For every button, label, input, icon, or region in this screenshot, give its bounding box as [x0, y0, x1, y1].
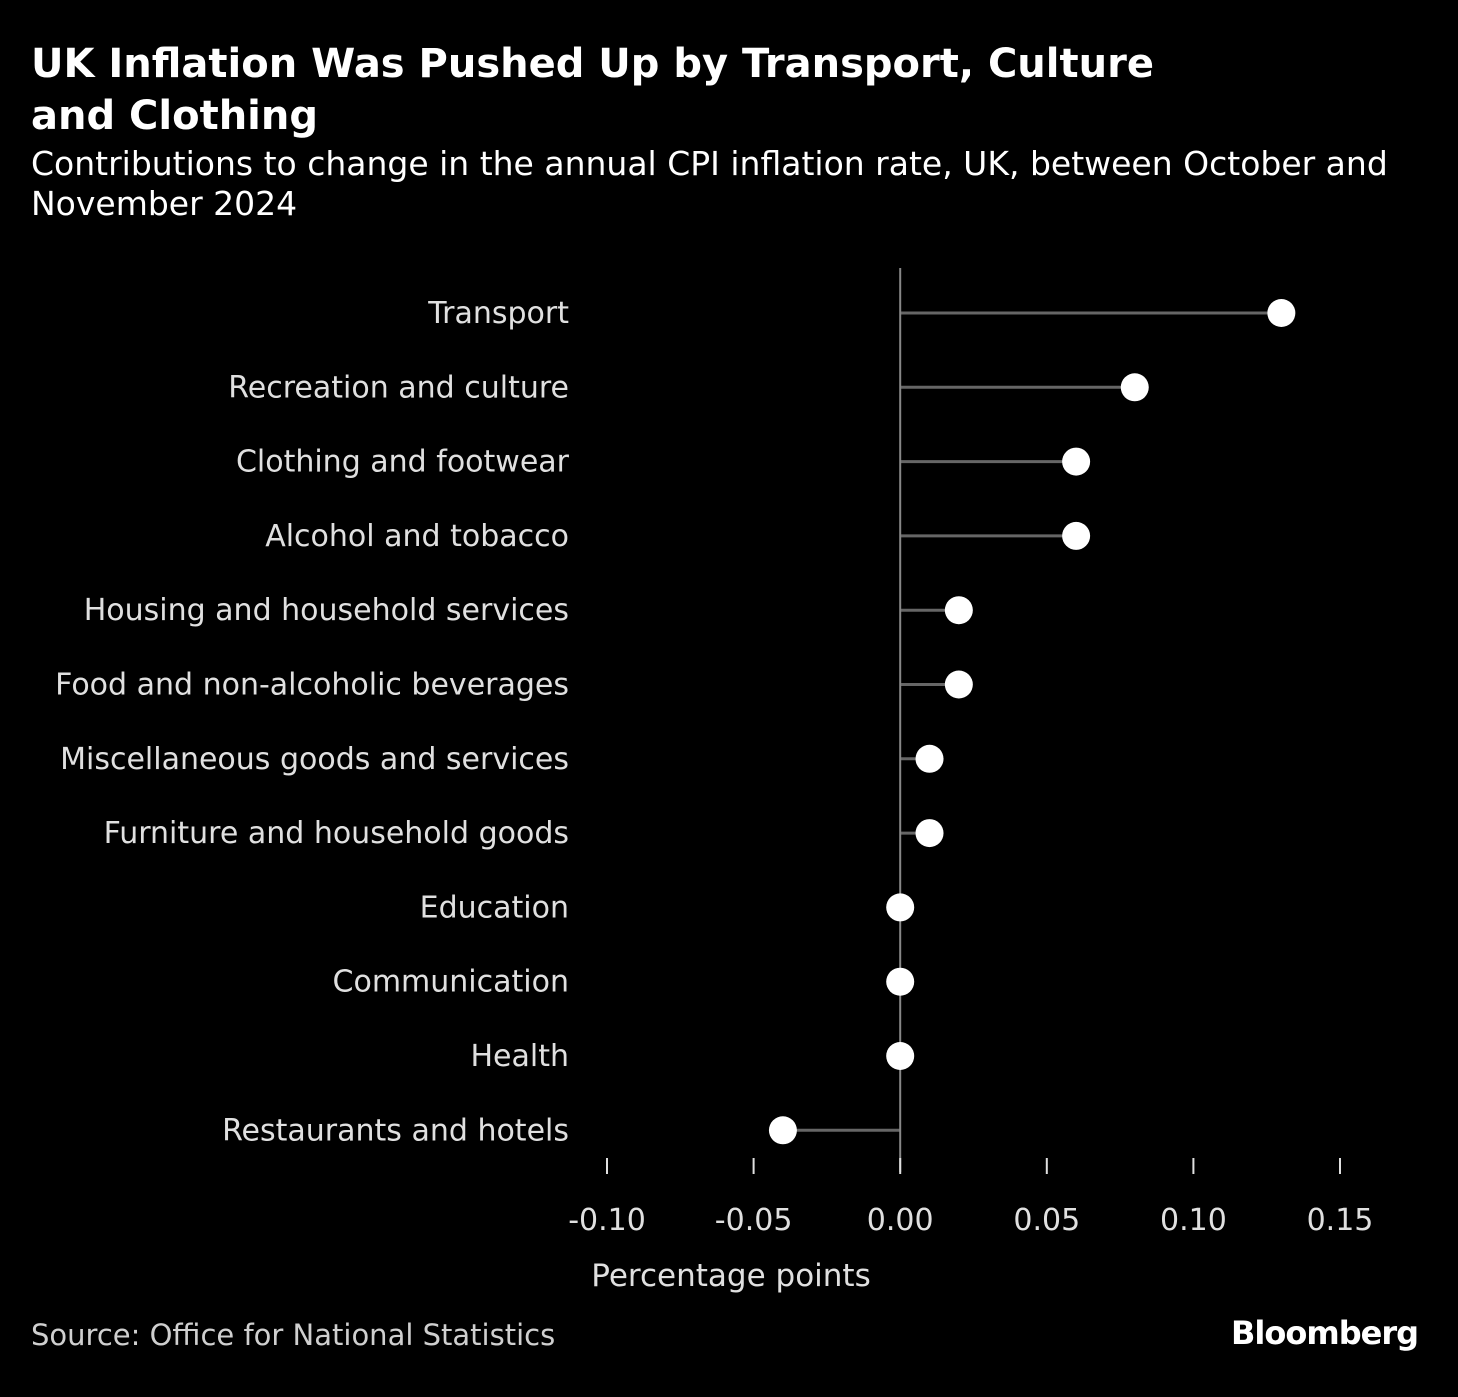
dot-6 — [915, 744, 944, 773]
tick-label-1: -0.05 — [715, 1203, 793, 1238]
x-axis-ticks: -0.10 -0.05 0.00 0.05 0.10 0.15 — [568, 1158, 1373, 1238]
tick-label-3: 0.05 — [1013, 1203, 1080, 1238]
category-label-5: Food and non-alcoholic beverages — [55, 668, 569, 703]
dot-10 — [886, 1042, 915, 1070]
chart-subtitle: Contributions to change in the annual CP… — [31, 144, 1388, 223]
category-label-0: Transport — [427, 296, 569, 331]
category-label-8: Education — [420, 890, 569, 925]
category-label-3: Alcohol and tobacco — [265, 519, 569, 554]
stems-layer — [782, 311, 1282, 1132]
source-note: Source: Office for National Statistics — [31, 1318, 556, 1352]
dot-11 — [768, 1116, 797, 1145]
chart-title: UK Inflation Was Pushed Up by Transport,… — [31, 41, 1154, 139]
category-label-4: Housing and household services — [84, 593, 569, 628]
dot-3 — [1062, 521, 1091, 550]
dot-0 — [1267, 299, 1296, 327]
dot-5 — [944, 670, 973, 699]
dot-7 — [915, 819, 944, 848]
category-label-11: Restaurants and hotels — [222, 1113, 569, 1148]
category-label-10: Health — [470, 1039, 569, 1074]
bloomberg-logo: Bloomberg — [1231, 1314, 1419, 1352]
dot-8 — [886, 893, 915, 922]
tick-label-5: 0.15 — [1307, 1203, 1374, 1238]
category-label-1: Recreation and culture — [228, 370, 569, 405]
category-labels: Transport Recreation and culture Clothing … — [55, 296, 570, 1148]
tick-label-4: 0.10 — [1160, 1203, 1227, 1238]
dot-4 — [944, 596, 973, 625]
category-label-6: Miscellaneous goods and services — [60, 742, 569, 777]
dot-1 — [1120, 373, 1149, 402]
category-label-2: Clothing and footwear — [236, 445, 570, 480]
category-label-9: Communication — [333, 965, 569, 1000]
category-label-7: Furniture and household goods — [104, 816, 569, 851]
dots-layer — [768, 299, 1296, 1145]
x-axis-title: Percentage points — [591, 1258, 870, 1294]
tick-label-2: 0.00 — [867, 1203, 934, 1238]
dot-9 — [886, 967, 915, 996]
dot-2 — [1062, 447, 1091, 476]
tick-label-0: -0.10 — [568, 1203, 646, 1238]
